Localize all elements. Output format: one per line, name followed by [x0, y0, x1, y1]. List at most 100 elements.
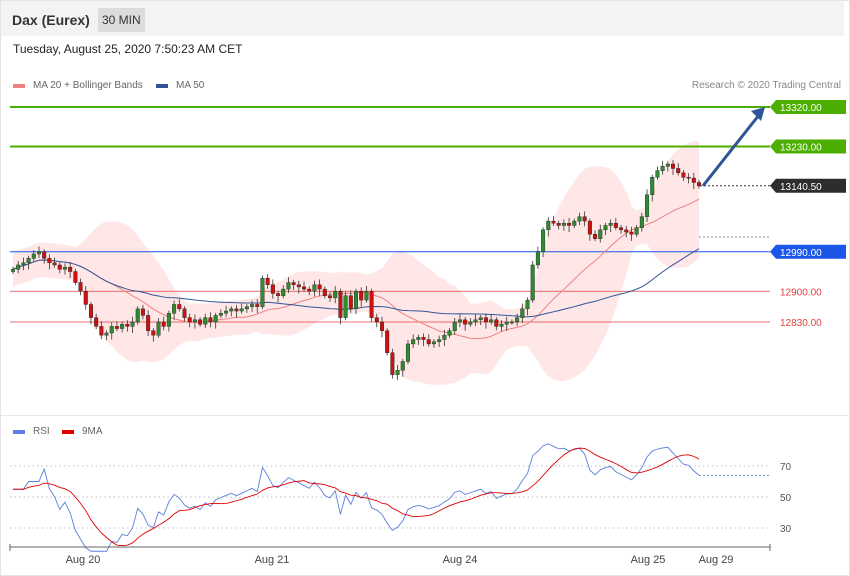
candle-body	[99, 326, 104, 336]
candle-body	[224, 310, 229, 314]
header-bar: Dax (Eurex) 30 MIN	[1, 1, 844, 36]
candle-body	[229, 308, 234, 312]
rsi-label: RSI	[33, 426, 50, 437]
candle-body	[291, 282, 296, 285]
candle-body	[68, 266, 73, 272]
credit-text: Research © 2020 Trading Central	[691, 80, 841, 91]
candle-body	[312, 284, 317, 292]
candle-body	[36, 251, 41, 255]
rsi-ma-swatch	[62, 429, 74, 434]
candle-body	[192, 319, 197, 323]
level-tag-bg	[770, 244, 846, 259]
candle-body	[520, 308, 525, 318]
candle-body	[681, 172, 686, 178]
candle-body	[421, 337, 426, 340]
candle-body	[203, 317, 208, 325]
candle-body	[639, 216, 644, 228]
candle-body	[665, 163, 670, 167]
candle-body	[21, 262, 26, 266]
candle-body	[535, 251, 540, 266]
candle-body	[73, 271, 78, 283]
candle-body	[556, 223, 561, 226]
candle-body	[515, 317, 520, 323]
ma20-label: MA 20 + Bollinger Bands	[33, 80, 143, 91]
candle-body	[270, 284, 275, 294]
candle-body	[135, 308, 140, 323]
candle-body	[265, 277, 270, 285]
level-tag-resistance: 13320.00	[770, 100, 846, 114]
candle-body	[478, 317, 483, 321]
candle-body	[587, 220, 592, 235]
level-label: 12830.00	[780, 318, 822, 329]
candle-body	[177, 304, 182, 310]
candle-body	[250, 304, 255, 307]
candle-body	[691, 177, 696, 183]
candle-body	[62, 266, 67, 270]
candle-body	[52, 262, 57, 266]
candle-body	[42, 251, 47, 259]
candle-body	[416, 337, 421, 340]
candle-body	[463, 319, 468, 325]
level-tag-bg	[770, 100, 846, 114]
candle-body	[546, 220, 551, 231]
candle-body	[447, 330, 452, 336]
candle-body	[260, 277, 265, 307]
candle-body	[645, 194, 650, 217]
rsi-tick-label: 70	[780, 462, 792, 473]
legend-ma50: MA 50	[156, 80, 204, 91]
candle-body	[140, 308, 145, 316]
candle-body	[452, 321, 457, 331]
candle-body	[161, 321, 166, 327]
candle-body	[624, 229, 629, 233]
candle-body	[78, 282, 83, 292]
candle-body	[405, 343, 410, 362]
candle-body	[442, 334, 447, 340]
x-axis-label: Aug 29	[699, 554, 734, 566]
candle-body	[676, 168, 681, 174]
candle-body	[125, 323, 130, 327]
candle-body	[619, 227, 624, 231]
candle-body	[348, 295, 353, 310]
x-axis-label: Aug 25	[631, 554, 666, 566]
level-tag-bg	[770, 178, 846, 193]
panel-divider	[1, 415, 848, 416]
x-axis-label: Aug 21	[255, 554, 290, 566]
candle-body	[244, 306, 249, 310]
candle-body	[10, 269, 15, 272]
candle-body	[379, 321, 384, 331]
candle-body	[468, 321, 473, 325]
candle-body	[359, 291, 364, 301]
candle-body	[608, 223, 613, 226]
candle-body	[296, 284, 301, 288]
candle-body	[385, 330, 390, 353]
timeframe-badge[interactable]: 30 MIN	[98, 8, 145, 32]
legend-rsi-ma: 9MA	[62, 426, 103, 437]
candle-body	[16, 264, 21, 270]
candle-body	[94, 317, 99, 327]
rsi-ma-label: 9MA	[82, 426, 103, 437]
candle-body	[302, 286, 307, 290]
level-tag-current: 13140.50	[770, 178, 846, 193]
candle-body	[166, 313, 171, 327]
candle-body	[395, 370, 400, 375]
level-tag-resistance: 13230.00	[770, 139, 846, 154]
candle-body	[437, 339, 442, 342]
rsi-ma-line	[13, 447, 700, 547]
candle-body	[343, 295, 348, 318]
candle-body	[26, 258, 31, 263]
candle-body	[104, 332, 109, 336]
candle-body	[255, 304, 260, 307]
candle-body	[109, 326, 114, 334]
level-label: 13140.50	[780, 182, 822, 193]
timestamp: Tuesday, August 25, 2020 7:50:23 AM CET	[13, 42, 243, 56]
rsi-swatch	[13, 429, 25, 434]
candle-body	[354, 291, 359, 310]
candle-body	[146, 315, 151, 331]
level-label: 13320.00	[780, 103, 822, 114]
candle-body	[239, 308, 244, 312]
candle-body	[593, 234, 598, 239]
legend-rsi: RSI	[13, 426, 50, 437]
candle-body	[499, 323, 504, 327]
candle-body	[198, 319, 203, 325]
